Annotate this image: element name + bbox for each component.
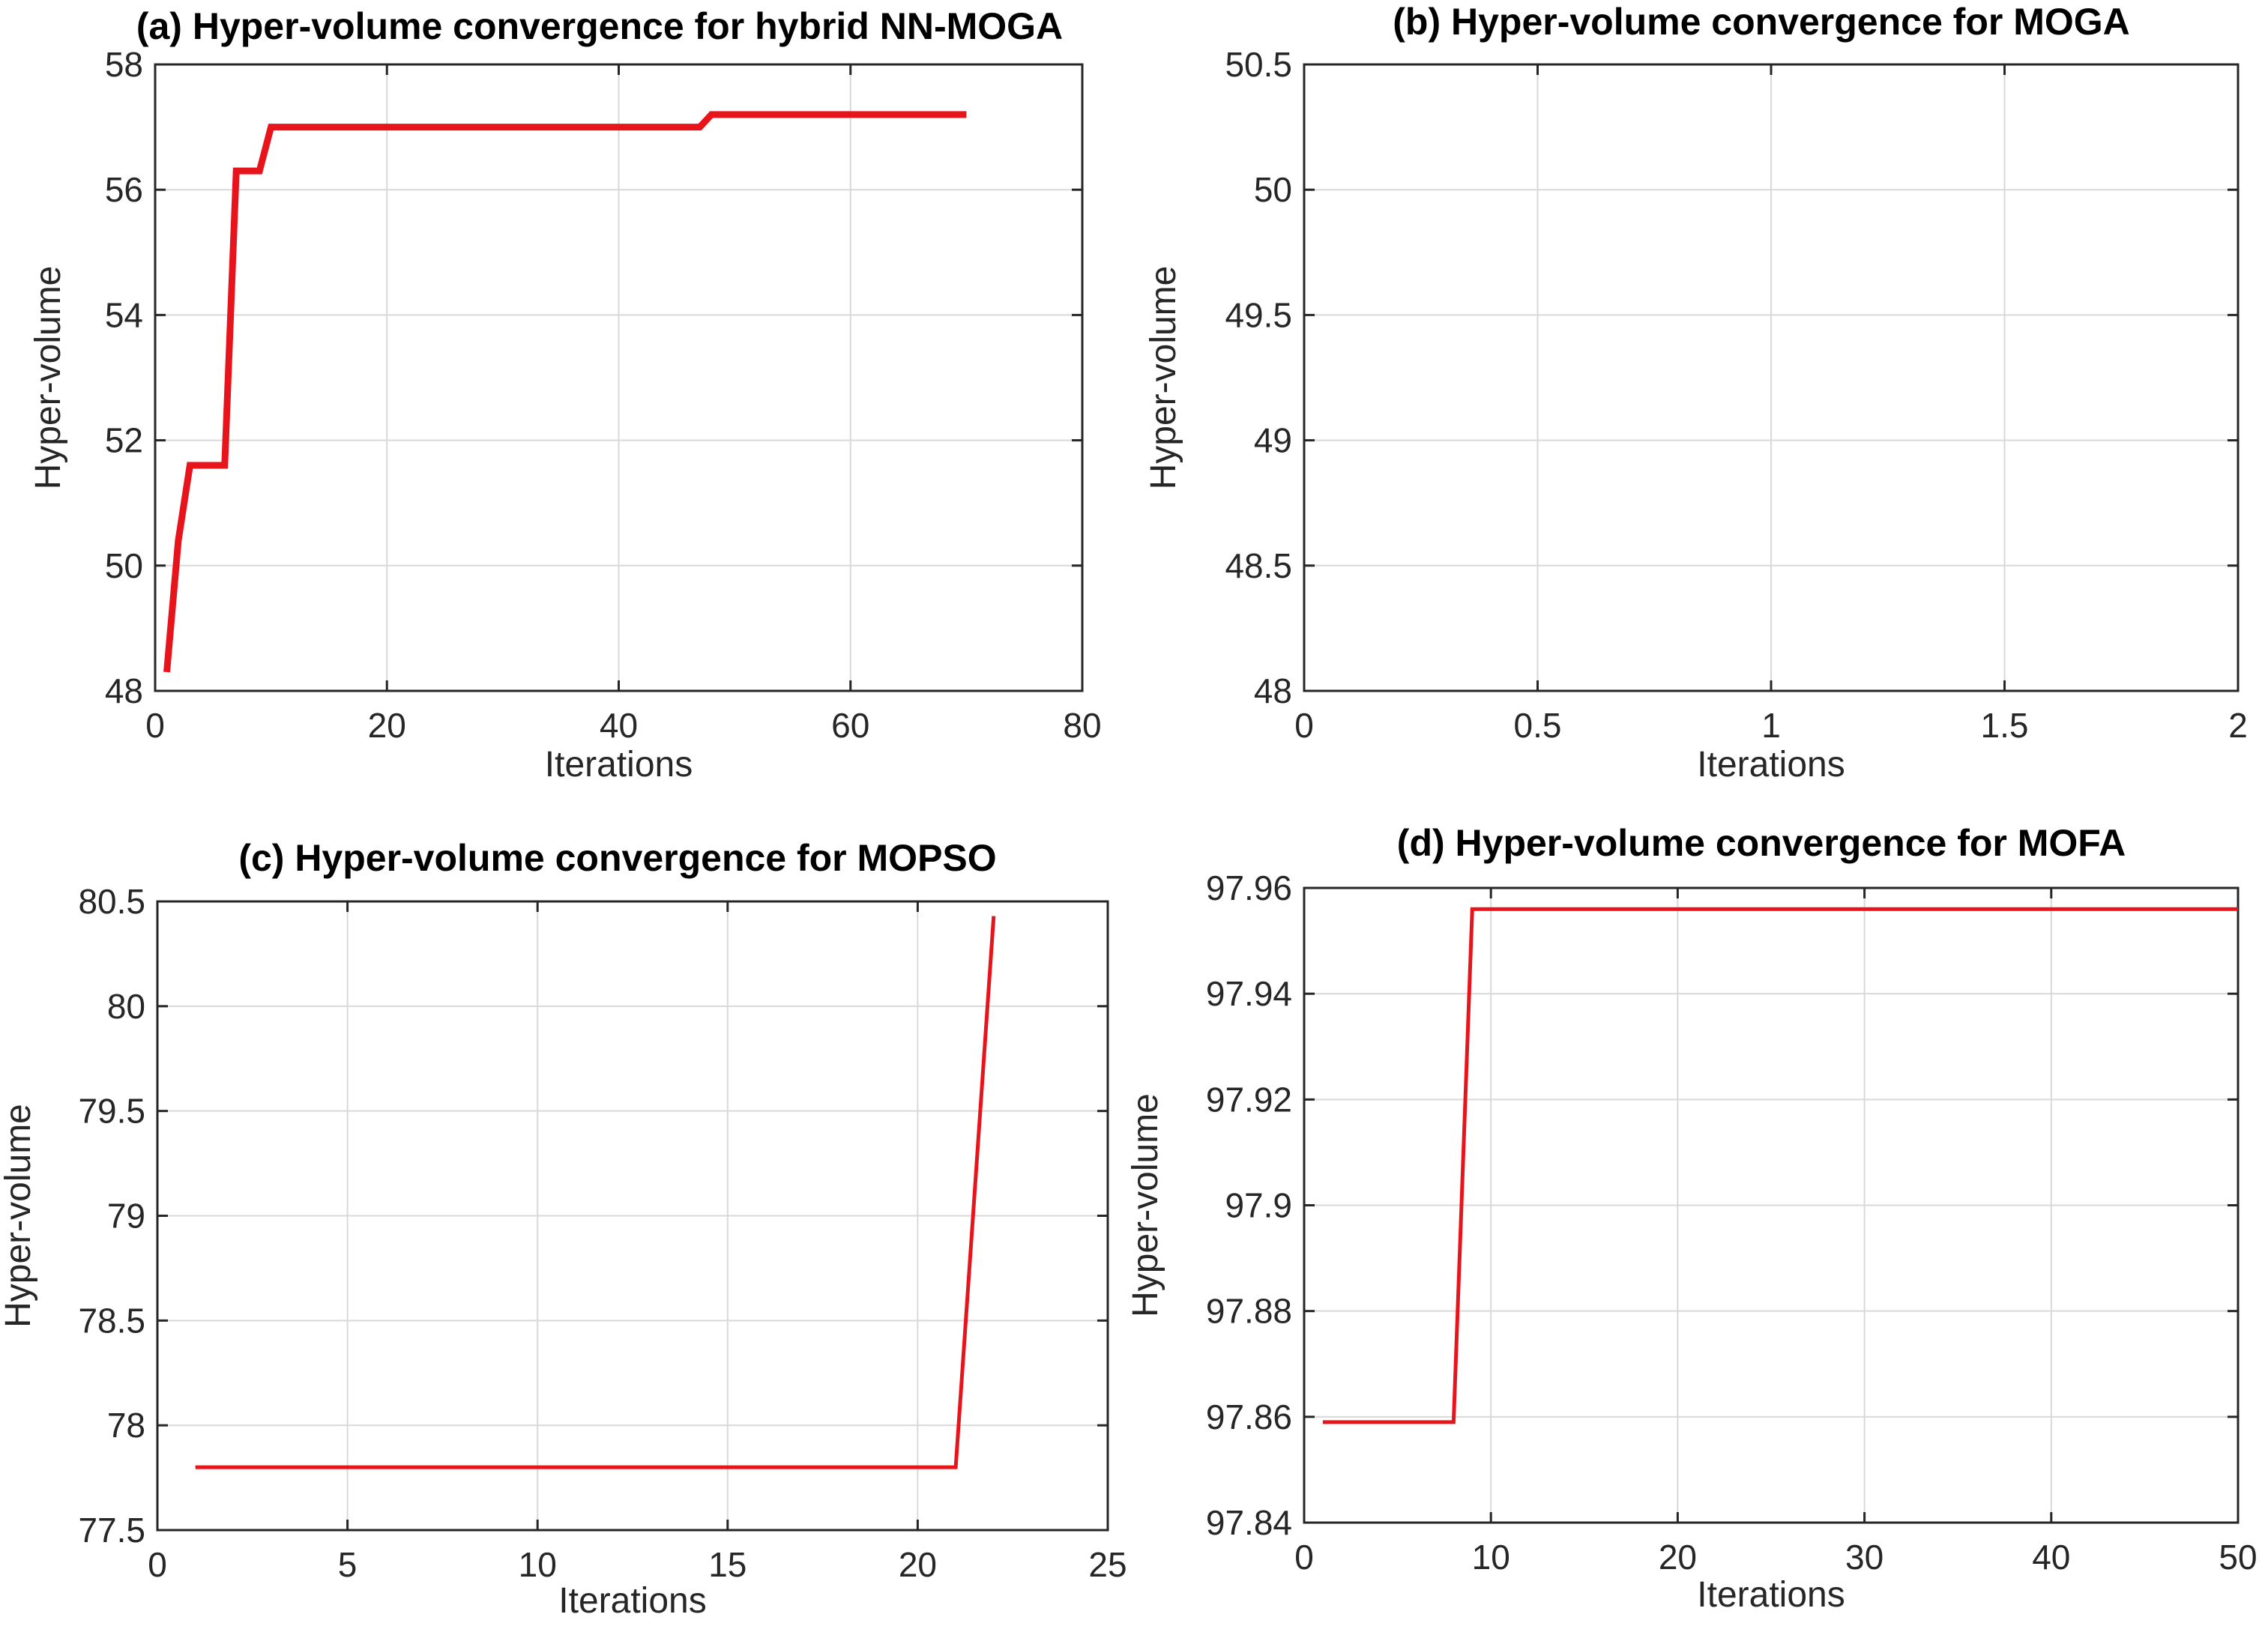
chart-title: (a) Hyper-volume convergence for hybrid … <box>136 5 1063 47</box>
x-tick-label: 20 <box>899 1545 937 1584</box>
panel-b-moga: 0 0.5 1 1.5 2 48 48.5 49 49.5 50 50.5 (b) Hyper-vol… <box>1144 1 2248 785</box>
y-axis-label: Hyper-volume <box>1126 1093 1165 1317</box>
chart-title: (d) Hyper-volume convergence for MOFA <box>1397 822 2126 864</box>
y-tick-label: 50 <box>1254 170 1292 209</box>
panel-c-mopso: 0 5 10 15 20 25 77.5 78 78.5 79 79.5 80 80.5 (c) Hype… <box>0 837 1127 1621</box>
x-tick-label: 10 <box>519 1545 557 1584</box>
x-axis-label: Iterations <box>1697 1575 1845 1615</box>
x-tick-label: 25 <box>1088 1545 1127 1584</box>
x-tick-label: 50 <box>2219 1538 2257 1577</box>
x-tick-label: 60 <box>831 706 869 745</box>
x-tick-label: 20 <box>1659 1538 1697 1577</box>
y-tick-label: 97.94 <box>1206 974 1292 1013</box>
y-tick-label: 78.5 <box>78 1301 145 1340</box>
y-tick-label: 80.5 <box>78 882 145 921</box>
y-tick-label: 97.96 <box>1206 868 1292 907</box>
y-axis-label: Hyper-volume <box>28 266 68 490</box>
x-tick-label: 0 <box>1294 1538 1314 1577</box>
y-tick-label: 50.5 <box>1225 45 1292 84</box>
x-tick-label: 10 <box>1472 1538 1510 1577</box>
y-axis-label: Hyper-volume <box>1144 266 1183 490</box>
y-tick-label: 48 <box>105 671 143 710</box>
y-tick-label: 77.5 <box>78 1511 145 1550</box>
x-tick-label: 20 <box>368 706 406 745</box>
y-tick-label: 97.9 <box>1225 1186 1292 1225</box>
y-tick-label: 79 <box>107 1197 145 1236</box>
panel-d-mofa: 0 10 20 30 40 50 97.84 97.86 97.88 97.9 97.92 97.94… <box>1126 822 2258 1615</box>
x-tick-label: 80 <box>1063 706 1101 745</box>
chart-title: (c) Hyper-volume convergence for MOPSO <box>238 837 996 879</box>
panel-a-hybrid-nn-moga: 0 20 40 60 80 48 50 52 54 56 58(a) Hyper-volume co… <box>28 5 1102 785</box>
series-line <box>163 111 967 673</box>
x-axis-label: Iterations <box>558 1581 706 1621</box>
y-tick-label: 80 <box>107 987 145 1026</box>
y-tick-label: 79.5 <box>78 1092 145 1131</box>
x-axis-label: Iterations <box>545 745 693 785</box>
x-tick-label: 0 <box>145 706 165 745</box>
y-tick-label: 49 <box>1254 421 1292 460</box>
x-tick-label: 1 <box>1761 706 1781 745</box>
y-tick-label: 97.84 <box>1206 1503 1292 1542</box>
y-tick-label: 48 <box>1254 671 1292 710</box>
y-tick-label: 58 <box>105 45 143 84</box>
x-tick-label: 40 <box>2032 1538 2070 1577</box>
x-tick-label: 0 <box>148 1545 167 1584</box>
y-tick-label: 50 <box>105 546 143 585</box>
x-tick-label: 15 <box>708 1545 747 1584</box>
y-tick-label: 97.92 <box>1206 1080 1292 1119</box>
x-tick-label: 0 <box>1294 706 1314 745</box>
y-tick-label: 97.88 <box>1206 1292 1292 1331</box>
x-tick-label: 0.5 <box>1514 706 1562 745</box>
x-tick-label: 30 <box>1845 1538 1884 1577</box>
series-line <box>1322 907 2238 1424</box>
series-line <box>195 916 996 1469</box>
chart-title: (b) Hyper-volume convergence for MOGA <box>1393 1 2130 43</box>
y-axis-label: Hyper-volume <box>0 1104 38 1328</box>
y-tick-label: 48.5 <box>1225 546 1292 585</box>
y-tick-label: 49.5 <box>1225 295 1292 334</box>
y-tick-label: 56 <box>105 170 143 209</box>
y-tick-label: 52 <box>105 421 143 460</box>
y-tick-label: 54 <box>105 295 143 334</box>
x-tick-label: 5 <box>338 1545 358 1584</box>
x-tick-label: 2 <box>2228 706 2248 745</box>
x-axis-label: Iterations <box>1697 745 1845 785</box>
x-tick-label: 40 <box>600 706 638 745</box>
x-tick-label: 1.5 <box>1981 706 2029 745</box>
y-tick-label: 97.86 <box>1206 1397 1292 1436</box>
y-tick-label: 78 <box>107 1406 145 1445</box>
